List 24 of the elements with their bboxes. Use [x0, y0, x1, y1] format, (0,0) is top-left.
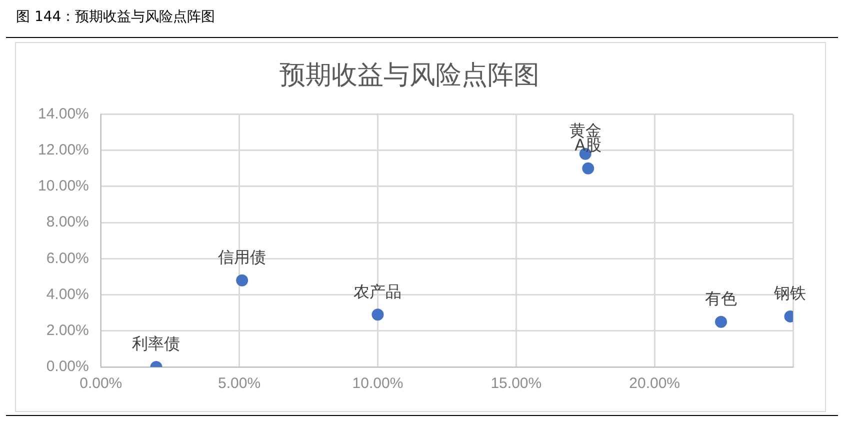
annotation: 钢铁 — [773, 284, 806, 303]
annotation: 利率债 — [132, 334, 180, 354]
point — [582, 162, 594, 174]
y-tick-label: 6.00% — [46, 250, 89, 267]
caption: 图 144：预期收益与风险点阵图 — [16, 8, 216, 26]
y-tick-label: 12.00% — [38, 141, 89, 158]
annotation: 农产品 — [354, 282, 402, 301]
annotation: 有色 — [705, 289, 738, 308]
point — [715, 316, 728, 328]
x-tick-label: 10.00% — [352, 375, 404, 392]
x-tick-label: 0.00% — [80, 375, 122, 392]
x-tick-label: 15.00% — [490, 375, 542, 392]
chart-title: 预期收益与风险点阵图 — [280, 60, 540, 90]
y-tick-label: 8.00% — [46, 214, 89, 231]
x-tick-label: 20.00% — [629, 375, 680, 392]
point — [372, 308, 384, 321]
y-tick-label: 0.00% — [46, 358, 89, 376]
y-tick-label: 10.00% — [38, 178, 89, 195]
point — [236, 274, 248, 286]
y-tick-label: 2.00% — [46, 322, 89, 340]
annotation: 信用债 — [218, 247, 266, 266]
y-tick-label: 14.00% — [38, 105, 89, 122]
x-tick-label: 5.00% — [218, 375, 261, 392]
y-tick-label: 4.00% — [46, 286, 89, 303]
